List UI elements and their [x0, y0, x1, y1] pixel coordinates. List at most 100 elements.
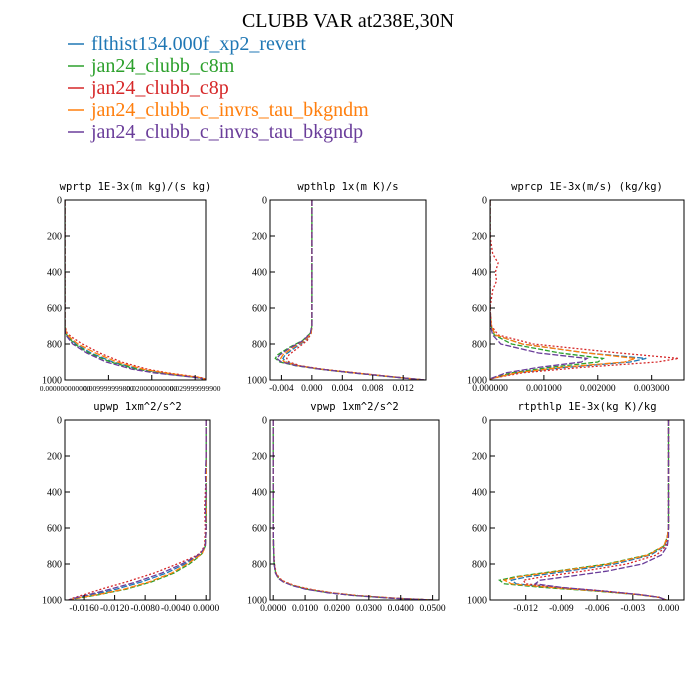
y-tick-label: 200	[47, 232, 62, 243]
plot-frame	[269, 419, 440, 601]
y-tick-label: 400	[47, 268, 62, 279]
x-tick-label: 0.012	[392, 384, 414, 394]
series-line	[272, 420, 433, 600]
x-tick-label: 0.000	[658, 604, 680, 614]
y-tick-label: 400	[472, 268, 487, 279]
y-tick-label: 1000	[247, 596, 267, 607]
series-line	[533, 420, 670, 600]
x-tick-label: 0.0100	[292, 604, 318, 614]
y-tick-label: 800	[472, 340, 487, 351]
x-tick-label: 0.000	[301, 384, 323, 394]
y-tick-label: 0	[262, 196, 267, 207]
series-line	[68, 420, 207, 600]
series-line	[272, 420, 433, 600]
plot-frame	[64, 199, 207, 381]
y-tick-label: 400	[472, 488, 487, 499]
y-tick-label: 800	[252, 560, 267, 571]
x-tick-label: 0.009999999800	[83, 384, 134, 393]
panels: wprtp 1E-3x(m kg)/(s kg) 0 200 400 600 800 100…	[40, 181, 685, 614]
x-tick-label: 0.0300	[356, 604, 382, 614]
series-line	[272, 420, 433, 600]
y-tick-label: 600	[472, 524, 487, 535]
y-tick-label: 0	[57, 196, 62, 207]
y-tick-label: 600	[47, 524, 62, 535]
y-tick-label: 800	[252, 340, 267, 351]
panel-3: wprcp 1E-3x(m/s) (kg/kg) 0 200 400 600 800 100…	[467, 181, 685, 394]
x-tick-label: 0.0000	[193, 604, 219, 614]
series-line	[272, 420, 433, 600]
y-tick-label: 1000	[42, 376, 62, 387]
legend-label: jan24_clubb_c_invrs_tau_bkgndp	[90, 121, 363, 143]
series-group	[497, 420, 670, 600]
legend-entry: jan24_clubb_c_invrs_tau_bkgndp	[68, 121, 363, 143]
series-group	[65, 200, 206, 380]
panel-1: wprtp 1E-3x(m kg)/(s kg) 0 200 400 600 800 100…	[40, 181, 221, 393]
y-tick-label: 800	[472, 560, 487, 571]
series-line	[65, 200, 205, 380]
y-tick-label: 800	[47, 340, 62, 351]
legend-label: jan24_clubb_c8p	[90, 77, 229, 99]
panel-title: rtpthlp 1E-3x(kg K)/kg	[517, 401, 656, 413]
x-tick-label: 0.0000	[260, 604, 286, 614]
y-tick-label: 400	[47, 488, 62, 499]
panel-title: wprtp 1E-3x(m kg)/(s kg)	[60, 181, 212, 193]
x-tick-label: -0.004	[269, 384, 294, 394]
panel-title: upwp 1xm^2/s^2	[93, 401, 182, 413]
series-line	[279, 200, 425, 380]
series-line	[490, 200, 636, 380]
series-line	[502, 420, 670, 600]
plot-frame	[64, 419, 211, 601]
series-line	[68, 420, 207, 600]
series-line	[497, 420, 670, 600]
x-tick-label: -0.0160	[69, 604, 99, 614]
x-tick-label: -0.003	[621, 604, 646, 614]
y-tick-label: 0	[482, 196, 487, 207]
y-tick-label: 1000	[467, 596, 487, 607]
x-tick-label: 0.008	[362, 384, 384, 394]
legend-entry: jan24_clubb_c8m	[68, 55, 235, 77]
y-tick-label: 0	[262, 416, 267, 427]
y-tick-label: 600	[252, 304, 267, 315]
plot-frame	[489, 199, 685, 381]
x-tick-label: 0.020000000000	[126, 384, 177, 393]
legend-label: jan24_clubb_c_invrs_tau_bkgndm	[90, 99, 369, 121]
x-tick-label: 0.004	[332, 384, 354, 394]
x-tick-label: 0.0200	[324, 604, 350, 614]
y-tick-label: 600	[252, 524, 267, 535]
legend-entry: jan24_clubb_c_invrs_tau_bkgndm	[68, 99, 369, 121]
series-line	[274, 200, 425, 380]
y-tick-label: 800	[47, 560, 62, 571]
y-tick-label: 0	[57, 416, 62, 427]
x-tick-label: -0.009	[549, 604, 574, 614]
plot-frame	[269, 199, 427, 381]
series-line	[285, 200, 425, 380]
panel-2: wpthlp 1x(m K)/s 0 200 400 600 800 1000-0.004 0…	[247, 181, 427, 394]
y-tick-label: 200	[472, 452, 487, 463]
y-tick-label: 200	[252, 232, 267, 243]
panel-title: wpthlp 1x(m K)/s	[297, 181, 398, 193]
y-tick-label: 1000	[467, 376, 487, 387]
series-line	[68, 420, 207, 600]
legend-entry: flthist134.000f_xp2_revert	[68, 33, 306, 55]
x-tick-label: -0.012	[513, 604, 538, 614]
x-tick-label: -0.0040	[161, 604, 191, 614]
series-line	[65, 200, 205, 380]
series-line	[282, 200, 425, 380]
series-line	[68, 420, 207, 600]
panel-title: vpwp 1xm^2/s^2	[310, 401, 399, 413]
figure-title: CLUBB VAR at238E,30N	[242, 10, 454, 32]
x-tick-label: 0.000000000000	[40, 384, 91, 393]
x-tick-label: 0.003000	[634, 384, 670, 394]
series-group	[272, 420, 433, 600]
legend: flthist134.000f_xp2_revertjan24_clubb_c8…	[68, 33, 369, 143]
series-line	[490, 200, 589, 380]
y-tick-label: 200	[472, 232, 487, 243]
x-tick-label: -0.006	[585, 604, 610, 614]
panel-title: wprcp 1E-3x(m/s) (kg/kg)	[511, 181, 663, 193]
series-line	[272, 420, 433, 600]
y-tick-label: 200	[47, 452, 62, 463]
x-tick-label: 0.002000	[580, 384, 616, 394]
